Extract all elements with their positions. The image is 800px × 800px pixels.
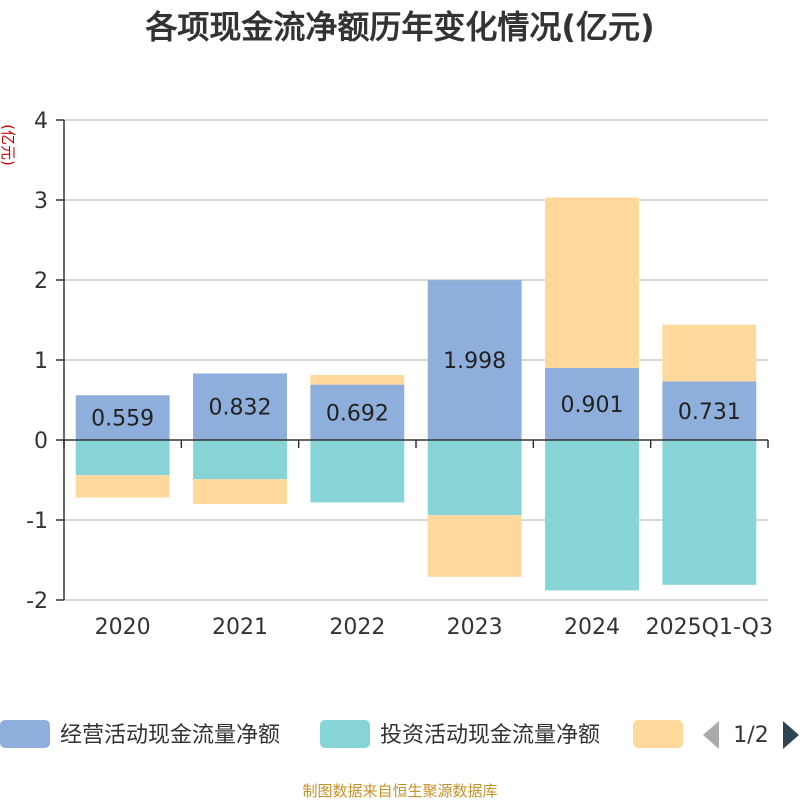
bar-2023-series-2[interactable] bbox=[427, 515, 522, 577]
y-tick-label: 1 bbox=[34, 349, 48, 374]
axes bbox=[63, 120, 769, 600]
bar-value-label: 0.559 bbox=[91, 407, 154, 432]
x-tick-label: 2022 bbox=[329, 615, 385, 640]
bar-2020-series-0[interactable] bbox=[75, 395, 170, 440]
bar-value-label: 0.901 bbox=[561, 393, 624, 418]
x-tick-label: 2023 bbox=[447, 615, 503, 640]
bar-2020-series-2[interactable] bbox=[75, 475, 170, 498]
y-tick-label: 0 bbox=[34, 429, 48, 454]
bar-2022-series-2[interactable] bbox=[310, 375, 405, 385]
legend: 经营活动现金流量净额 投资活动现金流量净额 1/2 bbox=[0, 720, 799, 749]
legend-page-indicator: 1/2 bbox=[733, 723, 768, 748]
y-tick-label: 2 bbox=[34, 269, 48, 294]
bar-value-label: 1.998 bbox=[443, 349, 506, 374]
chart-title: 各项现金流净额历年变化情况(亿元) bbox=[145, 8, 654, 46]
y-axis-ticks: 4 3 2 1 0 -1 -2 bbox=[26, 109, 64, 614]
bar-2023-series-1[interactable] bbox=[427, 440, 522, 516]
y-tick-label: -2 bbox=[26, 589, 48, 614]
y-tick-label: -1 bbox=[26, 509, 48, 534]
legend-label-operating: 经营活动现金流量净额 bbox=[60, 723, 280, 748]
y-axis-unit: (亿元) bbox=[0, 124, 17, 166]
legend-prev-page-icon[interactable] bbox=[703, 721, 719, 749]
bar-value-label: 0.731 bbox=[678, 400, 741, 425]
bar-2021-series-1[interactable] bbox=[193, 440, 287, 480]
bar-2024-series-0[interactable] bbox=[545, 367, 639, 440]
y-tick-label: 4 bbox=[34, 109, 48, 134]
legend-swatch-operating bbox=[0, 720, 50, 748]
bar-2022-series-1[interactable] bbox=[310, 440, 405, 503]
bar-2025Q1-Q3-series-0[interactable] bbox=[662, 381, 757, 440]
y-tick-label: 3 bbox=[34, 189, 48, 214]
x-tick-label: 2025Q1-Q3 bbox=[646, 615, 773, 640]
bar-2024-series-2[interactable] bbox=[545, 197, 639, 368]
bar-2023-series-0[interactable] bbox=[427, 280, 522, 440]
legend-swatch-financing bbox=[633, 720, 683, 748]
x-axis-ticks: 2020 2021 2022 2023 2024 2025Q1-Q3 bbox=[95, 615, 773, 640]
source-note: 制图数据来自恒生聚源数据库 bbox=[302, 782, 497, 800]
bar-2025Q1-Q3-series-1[interactable] bbox=[662, 440, 757, 585]
bar-2024-series-1[interactable] bbox=[545, 440, 639, 591]
legend-item-financing[interactable] bbox=[633, 720, 683, 748]
grid bbox=[64, 119, 768, 601]
bar-2022-series-0[interactable] bbox=[310, 384, 405, 440]
x-tick-label: 2021 bbox=[212, 615, 268, 640]
bar-2021-series-0[interactable] bbox=[193, 373, 287, 440]
bar-value-label: 0.832 bbox=[209, 396, 272, 421]
bar-2020-series-1[interactable] bbox=[75, 440, 170, 476]
x-tick-label: 2024 bbox=[564, 615, 620, 640]
legend-label-investing: 投资活动现金流量净额 bbox=[380, 723, 600, 748]
bar-labels: 0.559 0.832 0.692 1.998 0.901 0.731 bbox=[91, 349, 741, 432]
legend-item-investing[interactable]: 投资活动现金流量净额 bbox=[320, 720, 600, 748]
bar-2025Q1-Q3-series-2[interactable] bbox=[662, 324, 757, 382]
bar-2021-series-2[interactable] bbox=[193, 479, 287, 504]
bars bbox=[75, 197, 757, 591]
legend-next-page-icon[interactable] bbox=[783, 721, 799, 749]
x-tick-label: 2020 bbox=[95, 615, 151, 640]
legend-item-operating[interactable]: 经营活动现金流量净额 bbox=[0, 720, 280, 748]
legend-swatch-investing bbox=[320, 720, 370, 748]
bar-value-label: 0.692 bbox=[326, 401, 389, 426]
